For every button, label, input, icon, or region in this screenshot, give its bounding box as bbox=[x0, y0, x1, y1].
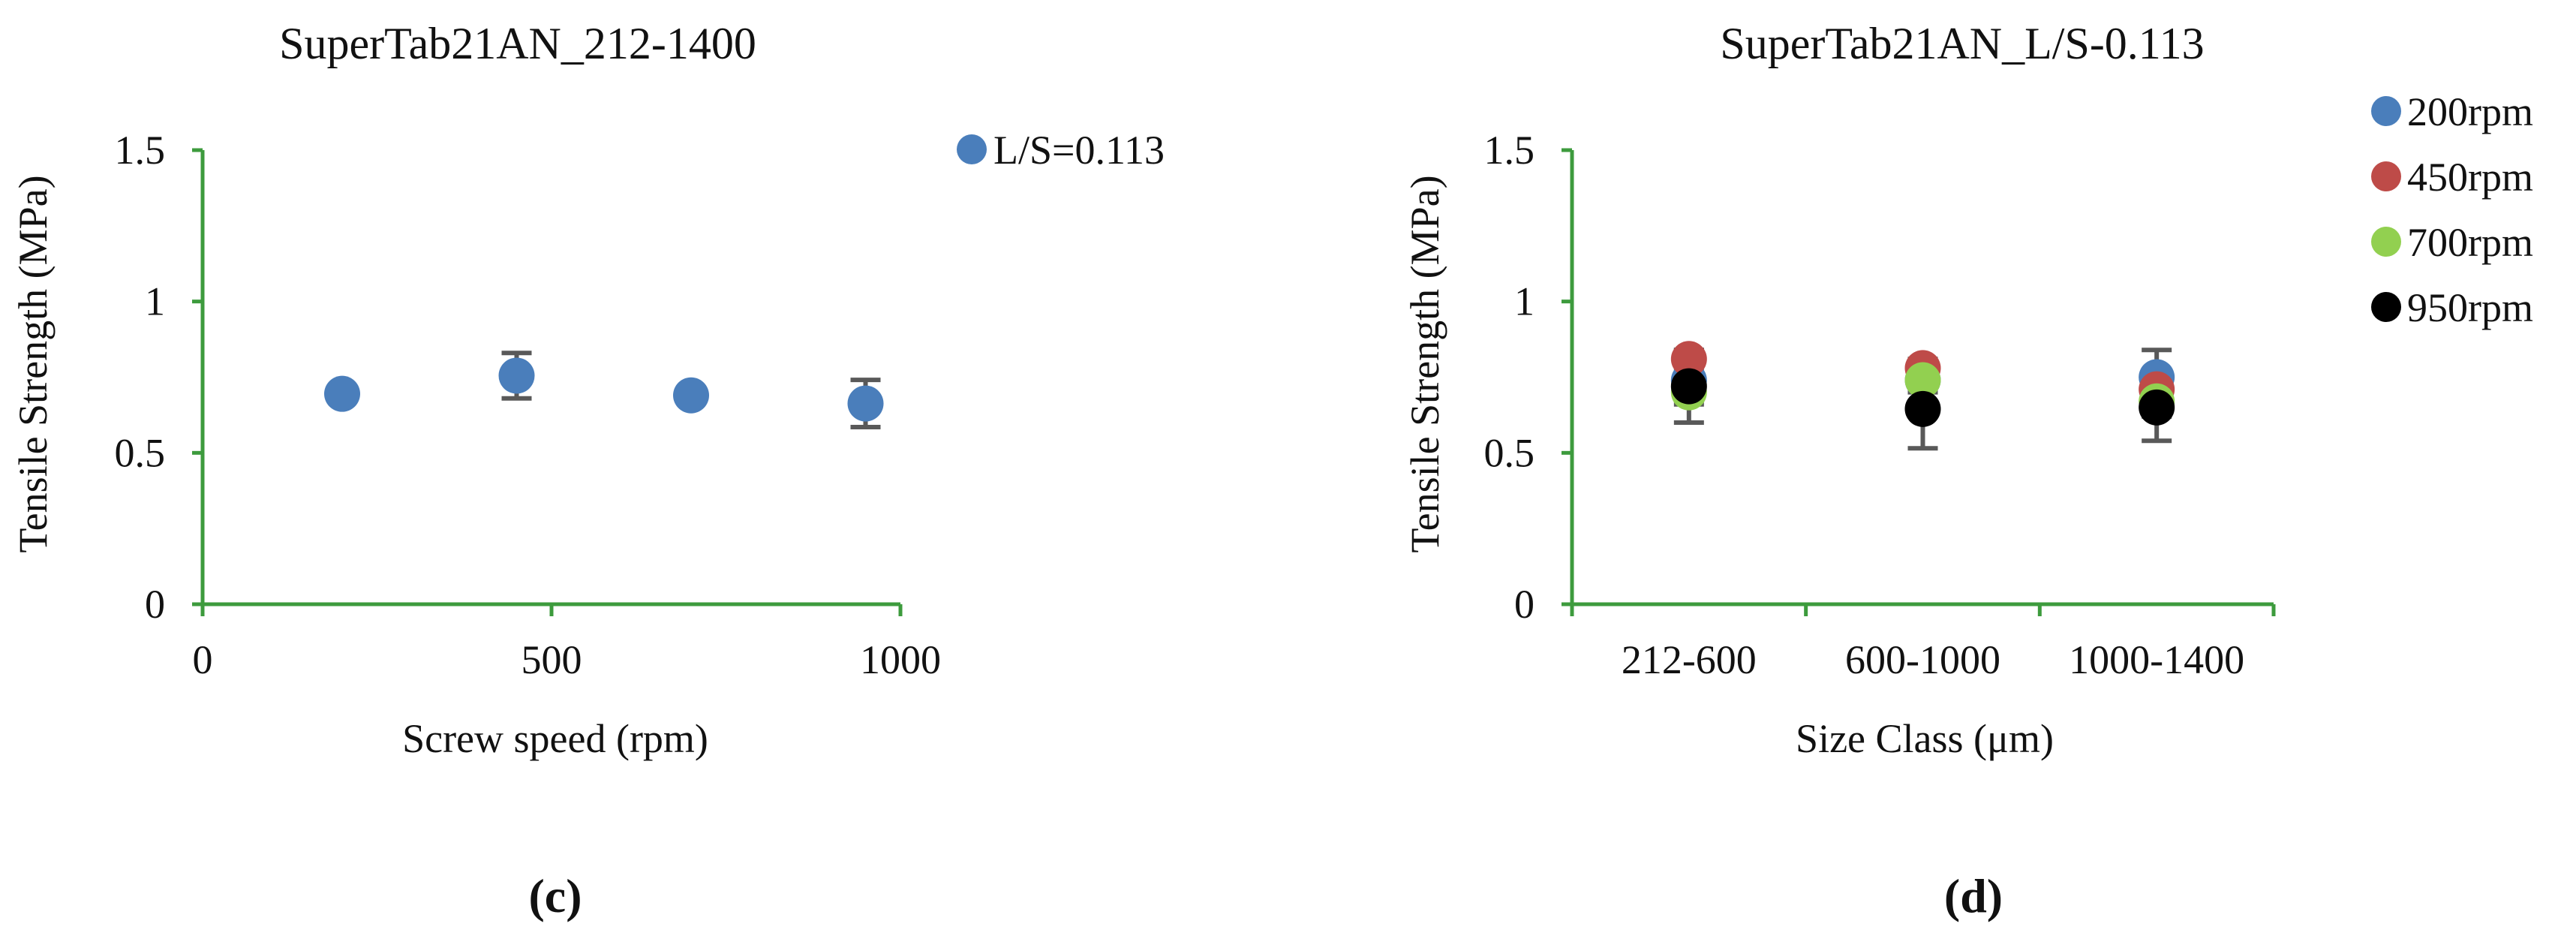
legend-marker bbox=[957, 134, 987, 164]
legend-label: 200rpm bbox=[2407, 89, 2533, 134]
panel-label: (c) bbox=[528, 869, 582, 922]
data-point bbox=[1904, 362, 1941, 399]
chart-title: SuperTab21AN_212-1400 bbox=[279, 19, 756, 68]
y-ticks: 0 0.5 1 1.5 bbox=[1484, 128, 1572, 627]
legend-marker bbox=[2371, 227, 2401, 257]
legend-label: 450rpm bbox=[2407, 155, 2533, 200]
y-tick-label: 0.5 bbox=[115, 430, 166, 475]
x-tick-label: 600-1000 bbox=[1845, 637, 2000, 682]
legend-item: 200rpm bbox=[2371, 89, 2533, 134]
chart-panel-c: SuperTab21AN_212-1400 Tensile Strength (… bbox=[11, 19, 1165, 922]
legend-marker bbox=[2371, 161, 2401, 191]
error-bars bbox=[327, 351, 881, 430]
legend-item: 950rpm bbox=[2371, 285, 2533, 330]
legend-marker bbox=[2371, 292, 2401, 322]
legend-item: 700rpm bbox=[2371, 220, 2533, 265]
data-point bbox=[2139, 389, 2175, 426]
legend: 200rpm 450rpm 700rpm 950rpm bbox=[2371, 89, 2533, 330]
legend-item: 450rpm bbox=[2371, 155, 2533, 200]
data-points bbox=[324, 357, 884, 422]
data-point bbox=[847, 385, 884, 422]
y-tick-label: 1 bbox=[145, 279, 165, 324]
data-point bbox=[673, 377, 709, 414]
y-tick-label: 1 bbox=[1514, 279, 1534, 324]
x-tick-label: 500 bbox=[522, 637, 582, 682]
axes bbox=[1570, 150, 2274, 606]
data-point bbox=[1670, 368, 1707, 405]
chart-panel-d: SuperTab21AN_L/S-0.113 Tensile Strength … bbox=[1402, 19, 2533, 922]
x-tick-label: 1000 bbox=[860, 637, 941, 682]
x-ticks: 0 500 1000 bbox=[193, 604, 941, 682]
y-tick-label: 1.5 bbox=[115, 128, 166, 173]
x-ticks: 212-600 600-1000 1000-1400 bbox=[1570, 604, 2276, 682]
x-axis-label: Size Class (μm) bbox=[1796, 716, 2054, 761]
y-tick-label: 0.5 bbox=[1484, 430, 1535, 475]
data-point bbox=[1670, 341, 1707, 378]
legend-label: L/S=0.113 bbox=[993, 128, 1165, 173]
data-point bbox=[498, 357, 535, 394]
axes bbox=[200, 150, 900, 606]
x-tick-label: 0 bbox=[193, 637, 213, 682]
legend-label: 700rpm bbox=[2407, 220, 2533, 265]
y-tick-label: 0 bbox=[145, 582, 165, 627]
y-axis-label: Tensile Strength (MPa) bbox=[11, 175, 56, 552]
legend-marker bbox=[2371, 96, 2401, 126]
y-ticks: 0 0.5 1 1.5 bbox=[115, 128, 203, 627]
data-point bbox=[324, 375, 360, 412]
y-tick-label: 1.5 bbox=[1484, 128, 1535, 173]
legend: L/S=0.113 bbox=[957, 128, 1165, 173]
panel-label: (d) bbox=[1944, 869, 2003, 922]
legend-label: 950rpm bbox=[2407, 285, 2533, 330]
x-tick-label: 1000-1400 bbox=[2069, 637, 2244, 682]
y-axis-label: Tensile Strength (MPa) bbox=[1402, 175, 1447, 552]
chart-title: SuperTab21AN_L/S-0.113 bbox=[1720, 19, 2204, 68]
data-points bbox=[1670, 341, 2175, 427]
y-tick-label: 0 bbox=[1514, 582, 1534, 627]
x-axis-label: Screw speed (rpm) bbox=[402, 716, 708, 761]
data-point bbox=[1904, 390, 1941, 427]
x-tick-label: 212-600 bbox=[1622, 637, 1757, 682]
